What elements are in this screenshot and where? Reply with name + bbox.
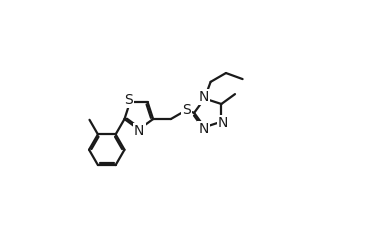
Text: N: N — [218, 116, 228, 130]
Text: S: S — [182, 103, 191, 117]
Text: N: N — [199, 122, 209, 136]
Text: N: N — [199, 90, 209, 104]
Text: S: S — [124, 93, 133, 107]
Text: N: N — [134, 124, 144, 138]
